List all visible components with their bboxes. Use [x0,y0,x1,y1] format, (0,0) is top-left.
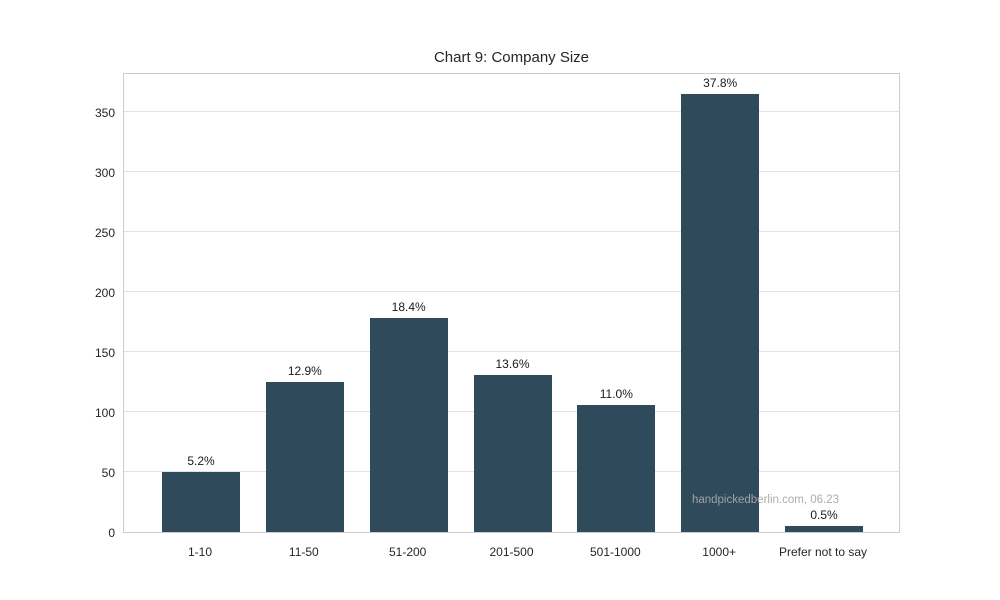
ytick-label: 350 [94,105,115,120]
gridline-y250 [124,230,899,232]
xtick-label: 11-50 [288,545,319,559]
xtick-label: 1-10 [187,545,213,559]
gridline-y200 [124,290,899,292]
bar-201-500 [473,374,552,532]
ytick-label: 200 [94,285,115,300]
ytick-label: 100 [94,405,115,420]
bar-1000+ [681,93,760,532]
bar-value-label: 13.6% [495,356,530,371]
bar-1-10 [162,471,240,532]
chart-title: Chart 9: Company Size [433,49,590,66]
bar-value-label: 5.2% [187,453,215,468]
bar-prefer-not-to-say [785,526,863,532]
ytick-label: 0 [108,526,115,540]
bar-501-1000 [577,404,656,532]
watermark: handpickedberlin.com, 06.23 [691,494,839,506]
bar-11-50 [265,381,344,532]
bar-value-label: 0.5% [810,508,838,522]
xtick-label: Prefer not to say [778,545,868,559]
xtick-label: 201-500 [489,545,534,559]
bar-value-label: 18.4% [391,300,426,315]
plot-area: handpickedberlin.com, 06.23 5.2% 12.9% 18.… [123,73,900,533]
ytick-label: 250 [94,225,115,240]
gridline-y150 [124,350,899,352]
bar-value-label: 12.9% [287,363,322,378]
ytick-label: 50 [101,465,115,480]
xtick-label: 51-200 [388,545,427,559]
ytick-label: 150 [94,345,115,360]
bar-51-200 [369,318,448,532]
gridline-y350 [124,110,899,112]
bar-value-label: 11.0% [599,386,633,401]
bar-value-label: 37.8% [703,75,738,90]
ytick-label: 300 [94,165,115,180]
xtick-label: 501-1000 [589,545,641,559]
gridline-y300 [124,170,899,172]
xtick-label: 1000+ [702,545,736,559]
